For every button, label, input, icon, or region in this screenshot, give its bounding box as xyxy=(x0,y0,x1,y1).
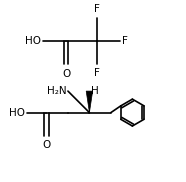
Text: F: F xyxy=(122,36,128,46)
Text: O: O xyxy=(62,69,70,79)
Text: H: H xyxy=(91,86,99,96)
Text: HO: HO xyxy=(25,36,41,46)
Text: H₂N: H₂N xyxy=(46,86,66,96)
Text: HO: HO xyxy=(9,108,25,118)
Text: F: F xyxy=(94,4,100,14)
Polygon shape xyxy=(86,91,93,113)
Text: O: O xyxy=(42,140,51,150)
Text: F: F xyxy=(94,68,100,78)
